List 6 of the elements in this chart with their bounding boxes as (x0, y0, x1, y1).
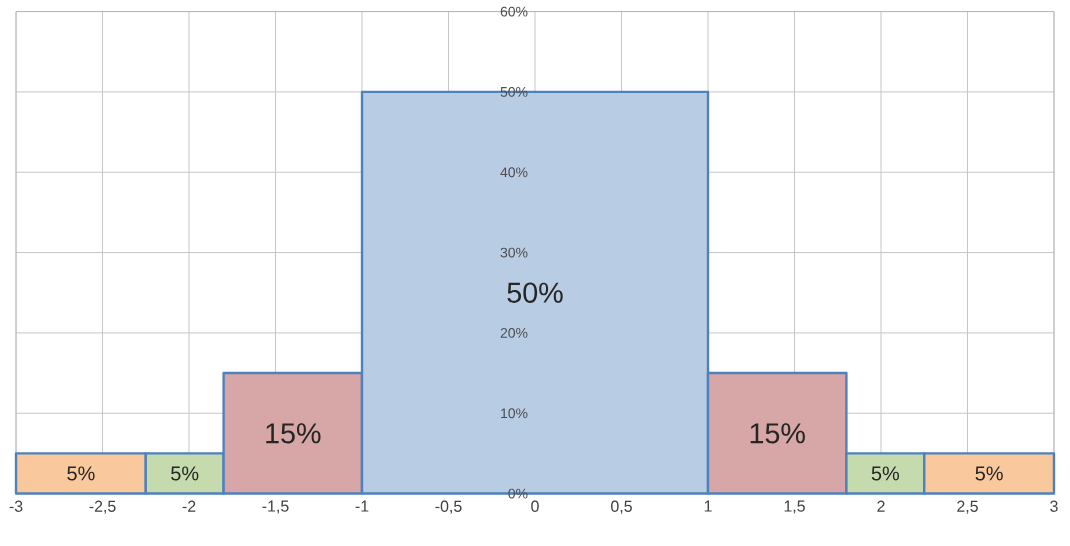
data-label: 5% (975, 466, 1003, 481)
data-label: 5% (871, 466, 900, 481)
data-label: 5% (67, 466, 95, 481)
data-label: 15% (750, 423, 805, 444)
data-label: 15% (266, 423, 321, 444)
data-label: 5% (171, 466, 199, 481)
